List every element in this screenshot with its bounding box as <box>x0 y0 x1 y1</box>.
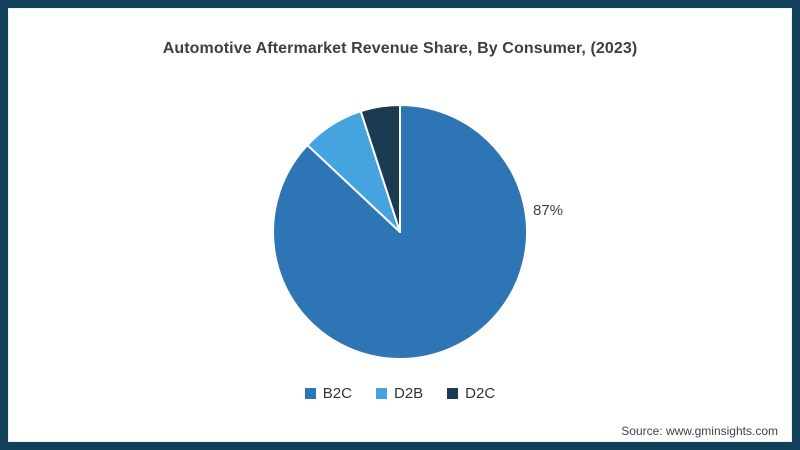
pie-chart <box>272 104 528 360</box>
pie-chart-container <box>268 100 532 364</box>
legend-swatch-d2b <box>375 388 387 399</box>
legend-item-d2b: D2B <box>375 385 424 402</box>
legend-label-d2b: D2B <box>393 385 424 402</box>
legend-swatch-d2c <box>447 388 459 399</box>
source-text: Source: www.gminsights.com <box>621 424 778 438</box>
slice-label-b2c: 87% <box>533 202 564 219</box>
chart-title: Automotive Aftermarket Revenue Share, By… <box>162 40 638 57</box>
legend: B2C D2B D2C <box>8 385 792 402</box>
legend-label-d2c: D2C <box>465 385 496 402</box>
legend-item-d2c: D2C <box>447 385 495 402</box>
pie-slice-b2c <box>272 104 528 360</box>
legend-swatch-b2c <box>304 388 316 399</box>
pie-slice-d2c <box>359 104 401 233</box>
legend-item-b2c: B2C <box>304 385 352 402</box>
legend-label-b2c: B2C <box>322 385 352 402</box>
